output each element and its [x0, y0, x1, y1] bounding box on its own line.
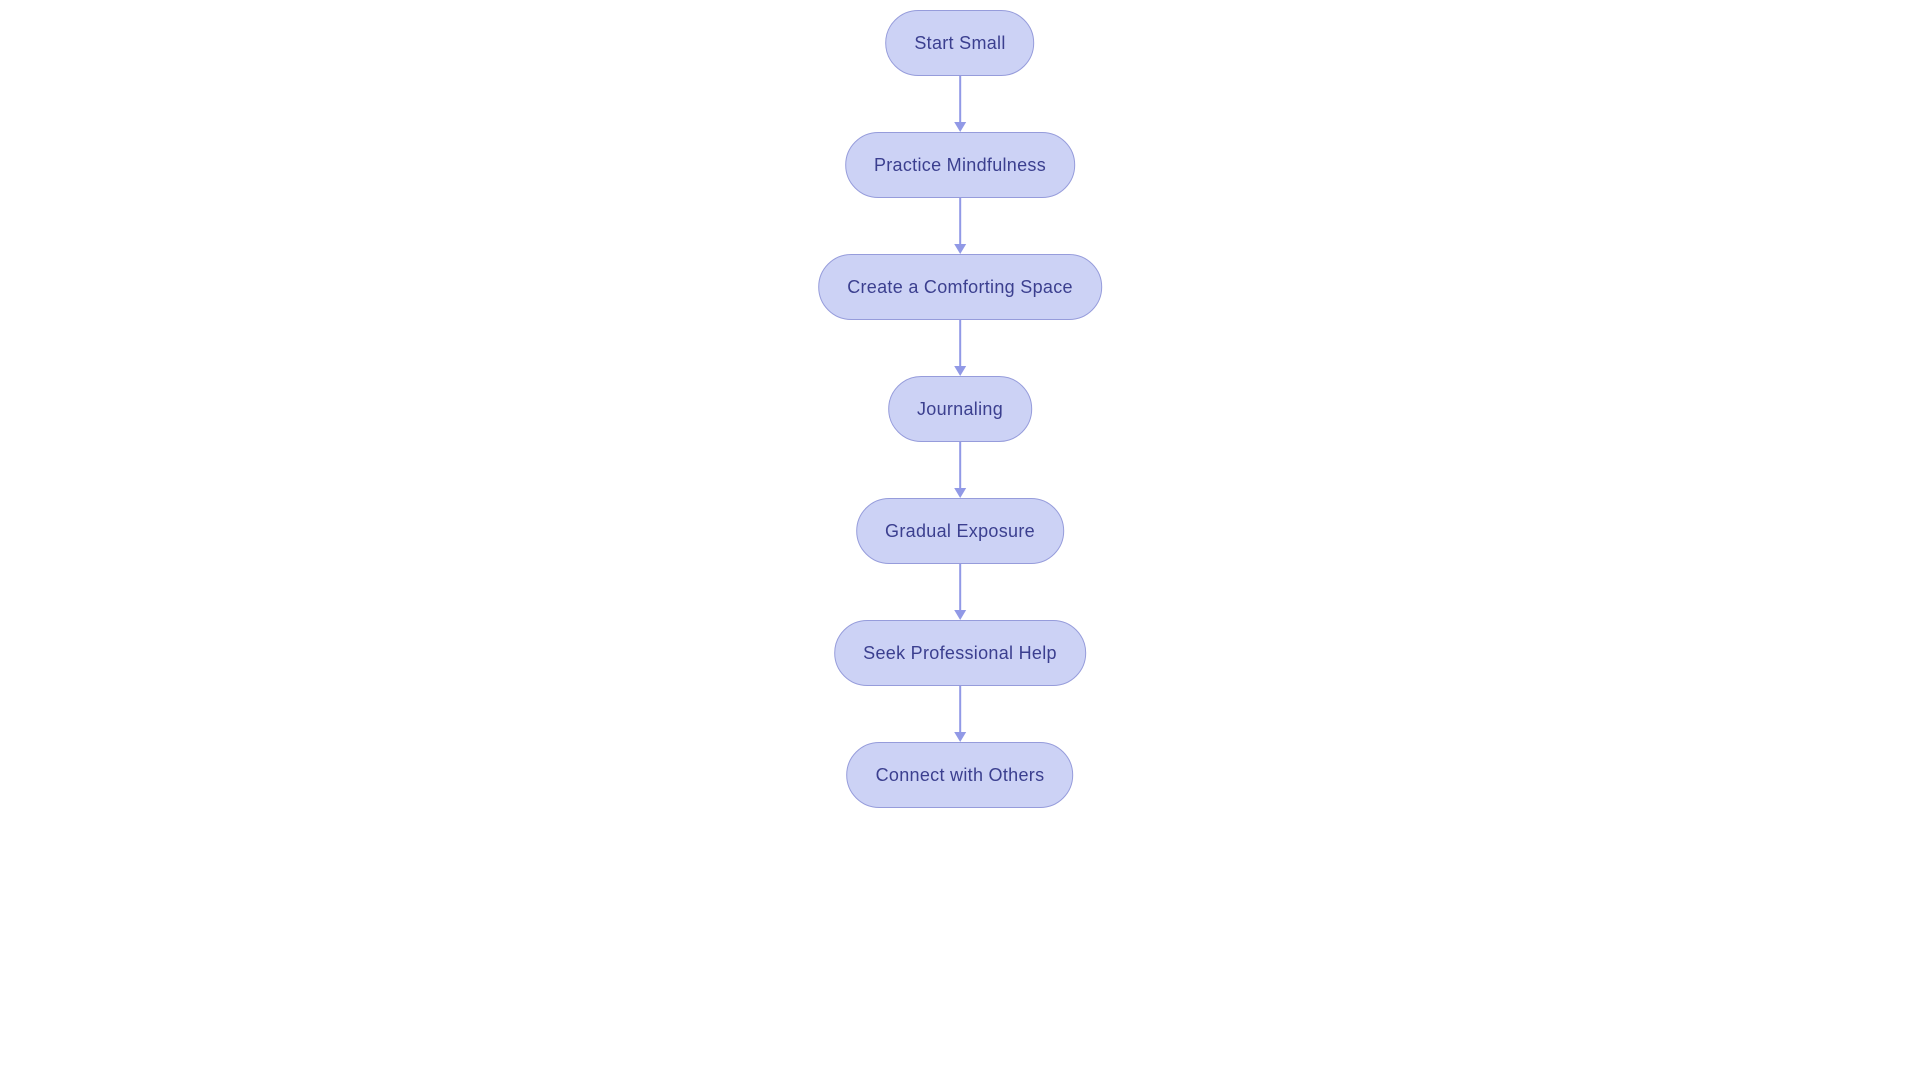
- node-label: Seek Professional Help: [863, 643, 1057, 664]
- flowchart-node: Seek Professional Help: [834, 620, 1086, 686]
- node-label: Practice Mindfulness: [874, 155, 1046, 176]
- node-label: Gradual Exposure: [885, 521, 1035, 542]
- flowchart-arrow: [954, 442, 966, 498]
- arrow-line: [959, 442, 961, 488]
- flowchart-arrow: [954, 320, 966, 376]
- flowchart-arrow: [954, 564, 966, 620]
- flowchart-node: Gradual Exposure: [856, 498, 1064, 564]
- flowchart-arrow: [954, 686, 966, 742]
- flowchart-container: Start Small Practice Mindfulness Create …: [818, 10, 1102, 808]
- flowchart-node: Connect with Others: [847, 742, 1074, 808]
- node-label: Start Small: [914, 33, 1005, 54]
- arrow-line: [959, 198, 961, 244]
- arrow-head-icon: [954, 244, 966, 254]
- flowchart-arrow: [954, 76, 966, 132]
- flowchart-node: Practice Mindfulness: [845, 132, 1075, 198]
- arrow-head-icon: [954, 122, 966, 132]
- arrow-head-icon: [954, 366, 966, 376]
- flowchart-node: Start Small: [885, 10, 1034, 76]
- arrow-line: [959, 76, 961, 122]
- node-label: Journaling: [917, 399, 1003, 420]
- node-label: Create a Comforting Space: [847, 277, 1073, 298]
- arrow-head-icon: [954, 488, 966, 498]
- arrow-line: [959, 564, 961, 610]
- flowchart-node: Journaling: [888, 376, 1032, 442]
- arrow-head-icon: [954, 610, 966, 620]
- flowchart-arrow: [954, 198, 966, 254]
- node-label: Connect with Others: [876, 765, 1045, 786]
- arrow-line: [959, 320, 961, 366]
- flowchart-node: Create a Comforting Space: [818, 254, 1102, 320]
- arrow-head-icon: [954, 732, 966, 742]
- arrow-line: [959, 686, 961, 732]
